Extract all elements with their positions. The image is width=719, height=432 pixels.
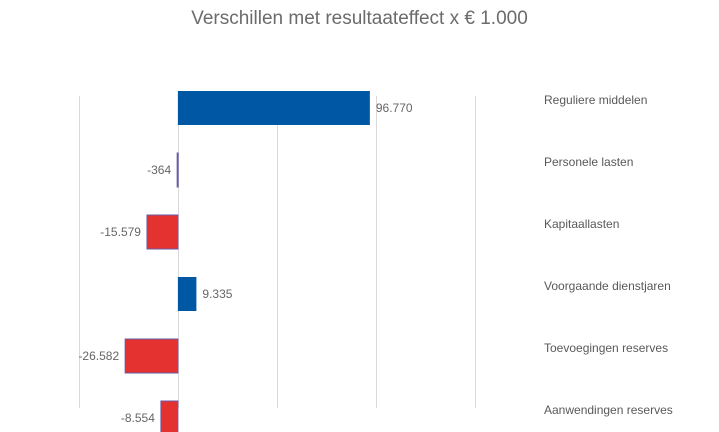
category-label-4: Toevoegingen reserves: [544, 341, 668, 355]
chart-title: Verschillen met resultaateffect x € 1.00…: [191, 8, 528, 29]
bar-4: [124, 338, 179, 374]
category-label-3: Voorgaande dienstjaren: [544, 279, 671, 293]
value-label-2: -15.579: [100, 225, 141, 239]
category-label-1: Personele lasten: [544, 155, 633, 169]
category-label-2: Kapitaallasten: [544, 217, 619, 231]
value-label-5: -8.554: [121, 411, 155, 425]
value-label-1: -364: [147, 163, 171, 177]
bar-3: [177, 277, 197, 311]
bar-1: [176, 152, 179, 188]
category-label-5: Aanwendingen reserves: [544, 403, 673, 417]
category-label-0: Reguliere middelen: [544, 93, 647, 107]
bar-5: [160, 400, 179, 432]
value-label-4: -26.582: [78, 349, 119, 363]
bar-0: [177, 91, 370, 125]
value-label-0: 96.770: [376, 101, 413, 115]
bar-2: [146, 214, 179, 250]
value-label-3: 9.335: [202, 287, 232, 301]
